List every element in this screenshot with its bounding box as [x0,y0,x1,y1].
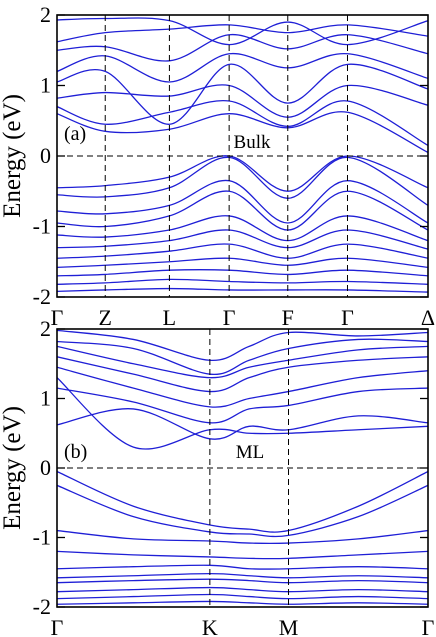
y-tick-label: 2 [40,316,51,341]
kpoint-label: F [282,305,294,330]
kpoint-label: Γ [341,305,354,330]
panel-tag: (a) [64,123,86,145]
band-line [57,257,428,269]
band-line [57,408,428,440]
band-line [57,111,428,154]
band-line [57,586,428,593]
band-line [57,34,428,62]
band-line [57,287,428,293]
band-line [57,190,428,231]
structure-annotation: Bulk [234,132,271,153]
band-line [57,470,428,533]
band-line [57,100,428,146]
structure-annotation: ML [236,442,265,463]
band-line [57,345,428,379]
kpoint-label: K [202,615,218,637]
kpoint-label: Δ [421,305,435,330]
y-tick-label: -2 [33,284,51,309]
panel-a: -2 -1 0 1 2 Γ Z L Γ F Γ Δ Energy (eV) (a) Bulk [0,2,435,330]
band-line [57,269,428,277]
kpoint-label: Γ [51,615,64,637]
panel-tag: (b) [64,441,87,463]
y-axis-title: Energy (eV) [0,94,26,218]
kpoint-label: Z [99,305,112,330]
band-line [57,356,428,393]
y-tick-label: -2 [33,594,51,619]
band-line [57,338,428,375]
band-line [57,329,428,361]
band-line [57,484,428,538]
y-tick-label: 1 [40,386,51,411]
band-line [57,179,428,224]
y-tick-label: 0 [40,143,51,168]
y-tick-label: 1 [40,73,51,98]
band-line [57,387,428,424]
kpoint-label: M [279,615,299,637]
band-line [57,593,428,600]
y-tick-label: 2 [40,2,51,27]
kpoint-label: Γ [422,615,435,637]
y-tick-label: 0 [40,455,51,480]
band-line [57,84,428,118]
band-line [57,529,428,545]
y-tick-label: -1 [33,214,51,239]
band-line [57,578,428,584]
band-lines [57,17,428,293]
band-line [57,63,428,125]
y-axis-title: Energy (eV) [0,406,26,530]
band-line [57,572,428,579]
band-line [57,600,428,605]
band-line [57,564,428,570]
band-line [57,278,428,285]
band-lines [57,329,428,605]
panel-b: -2 -1 0 1 2 Γ K M Γ Energy (eV) (b) ML [0,316,435,637]
kpoint-label: Γ [223,305,236,330]
kpoint-label: L [163,305,176,330]
band-line [57,366,428,408]
band-line [57,155,428,192]
band-line [57,24,428,43]
kpoint-label: Γ [51,305,64,330]
band-line [57,215,428,242]
band-line [57,377,428,450]
y-tick-label: -1 [33,525,51,550]
band-line [57,550,428,560]
